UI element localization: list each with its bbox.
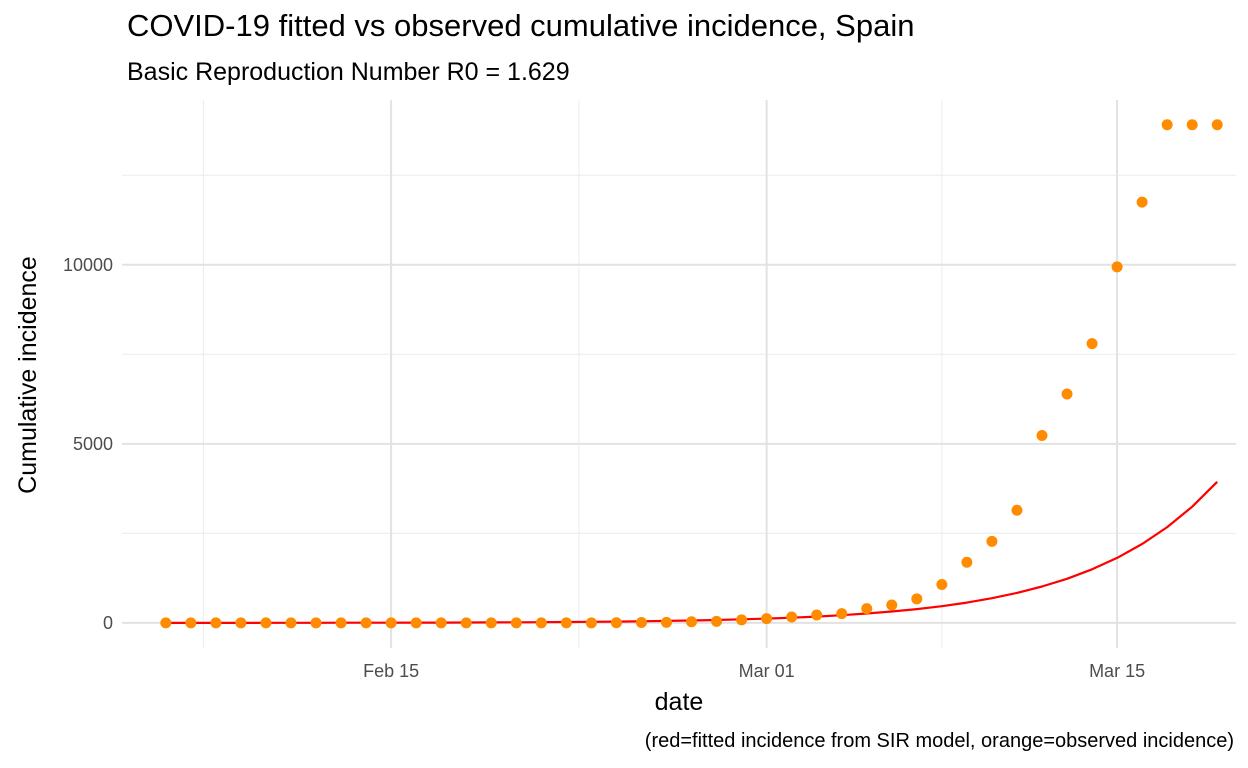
observed-point [360,617,372,629]
observed-point [285,617,297,629]
observed-point [686,616,698,628]
observed-point [535,617,547,629]
observed-point [185,617,197,629]
observed-point [235,617,247,629]
observed-point [1036,430,1048,442]
observed-point [210,617,222,629]
observed-point [736,614,748,626]
observed-point [1136,196,1148,208]
observed-point [861,603,873,615]
observed-point [485,617,497,629]
observed-point [1086,338,1098,350]
y-tick-label: 10000 [63,255,113,275]
observed-point [260,617,272,629]
observed-point [761,613,773,625]
x-axis: Feb 15 Mar 01 Mar 15 [363,661,1145,681]
observed-point [1061,388,1073,400]
grid [122,100,1236,648]
observed-point [310,617,322,629]
observed-series [160,119,1223,629]
chart-subtitle: Basic Reproduction Number R0 = 1.629 [127,58,570,86]
x-axis-title: date [655,688,704,716]
observed-point [961,556,973,568]
observed-point [335,617,347,629]
observed-point [1011,504,1023,516]
observed-point [635,616,647,628]
observed-point [460,617,472,629]
y-axis: 0 5000 10000 [63,255,113,633]
observed-point [886,599,898,611]
fitted-series [165,481,1218,625]
observed-point [786,611,798,623]
observed-point [1161,119,1173,131]
observed-point [836,608,848,620]
observed-point [986,535,998,547]
y-tick-label: 5000 [73,434,113,454]
observed-point [711,615,723,627]
observed-point [560,617,572,629]
chart-title: COVID-19 fitted vs observed cumulative i… [127,8,915,43]
observed-point [936,578,948,590]
x-tick-label: Mar 15 [1089,661,1145,681]
y-axis-title: Cumulative incidence [14,256,42,494]
x-tick-label: Mar 01 [739,661,795,681]
observed-point [160,617,172,629]
x-tick-label: Feb 15 [363,661,419,681]
fitted-incidence-line [165,481,1218,625]
observed-point [1211,119,1223,131]
y-tick-label: 0 [103,613,113,633]
chart-caption: (red=fitted incidence from SIR model, or… [644,730,1234,752]
observed-point [1186,119,1198,131]
observed-point [610,617,622,629]
observed-point [435,617,447,629]
observed-point [911,593,923,605]
observed-point [811,609,823,621]
observed-point [410,617,422,629]
observed-point [660,616,672,628]
observed-point [385,617,397,629]
observed-point [510,617,522,629]
observed-point [585,617,597,629]
observed-point [1111,261,1123,273]
